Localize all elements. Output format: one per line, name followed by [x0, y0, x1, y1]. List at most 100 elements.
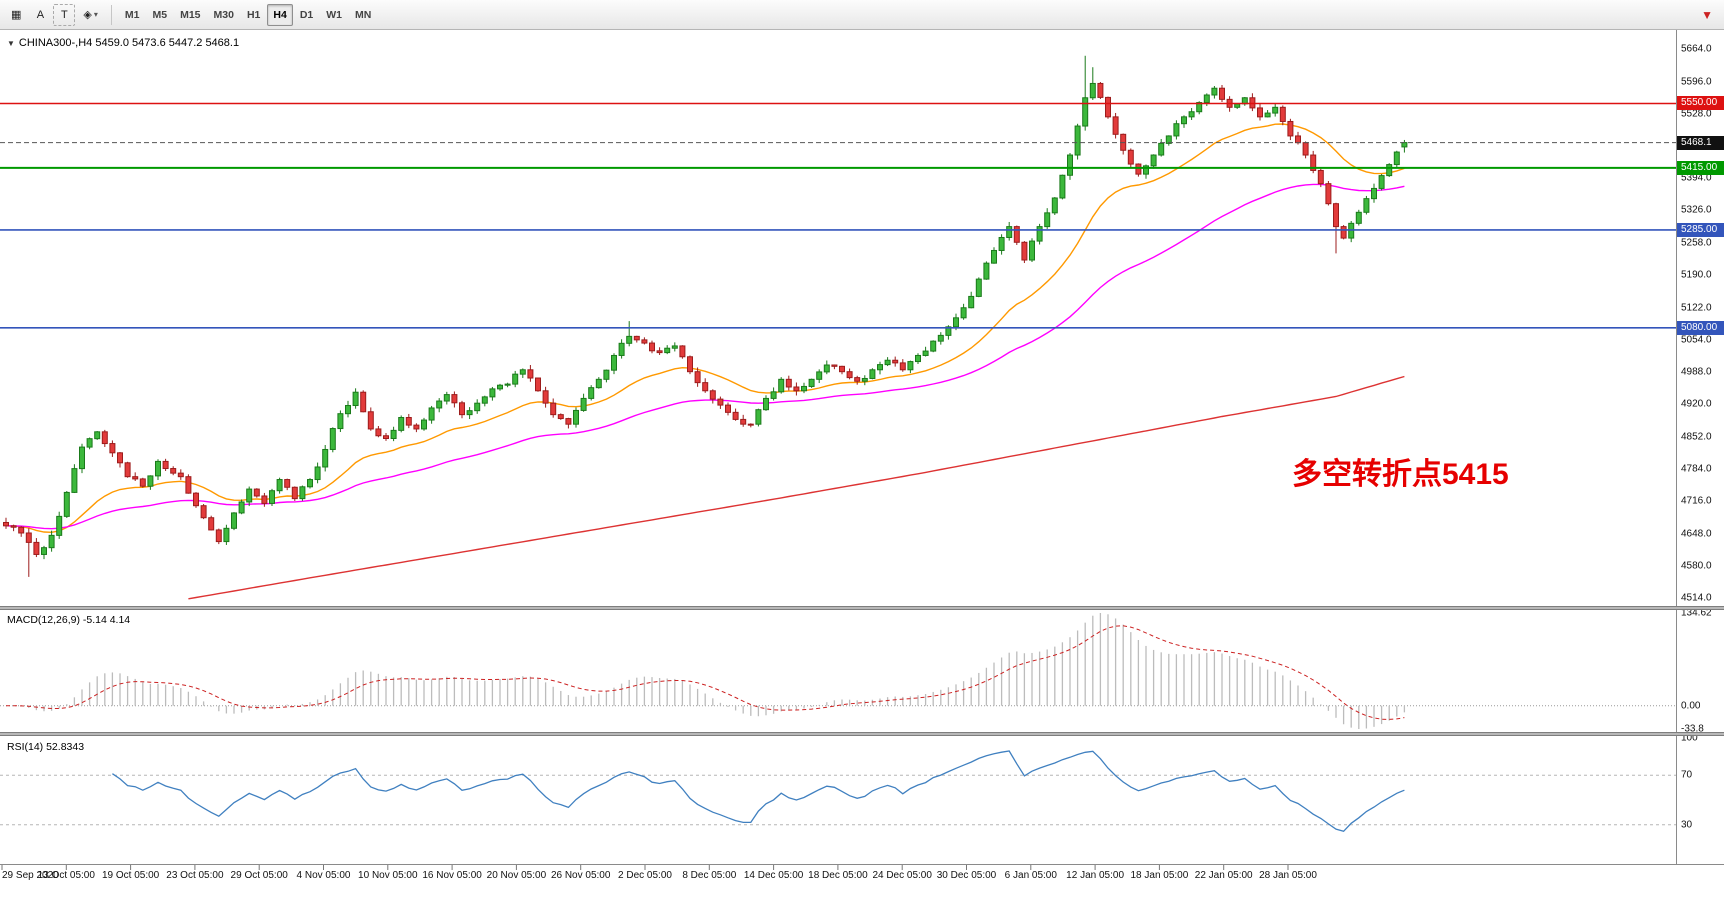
candle-body	[846, 371, 853, 379]
candle-body	[193, 492, 199, 507]
candle-body	[504, 383, 511, 386]
candle-body	[367, 411, 374, 430]
candle-body	[763, 397, 769, 411]
candle-body	[945, 326, 952, 336]
chart-title-text: CHINA300-,H4 5459.0 5473.6 5447.2 5468.1	[18, 37, 240, 49]
candle-body	[299, 486, 306, 500]
price-tick-label: 5664.0	[1681, 43, 1712, 55]
candle-body	[1112, 116, 1119, 135]
chart-title-collapse-icon[interactable]: ▼	[7, 38, 15, 48]
candle-body	[679, 345, 686, 358]
time-label: 19 Oct 05:00	[101, 870, 160, 881]
candle-body	[755, 409, 762, 425]
candle-body	[664, 347, 671, 354]
candle-body	[1158, 142, 1165, 156]
candle-body	[466, 410, 473, 416]
candle-body	[1287, 120, 1294, 137]
candle-body	[960, 307, 967, 319]
tool-shapes-tool[interactable]: ◈ ▾	[83, 9, 98, 21]
candle-body	[1257, 107, 1263, 118]
candle-body	[801, 385, 807, 392]
timeframe-mn[interactable]: MN	[355, 8, 372, 21]
candle-body	[489, 388, 496, 398]
candle-body	[1074, 125, 1081, 156]
candle-body	[390, 429, 397, 439]
candle-body	[101, 431, 108, 445]
candle-body	[56, 515, 63, 536]
candle-body	[877, 364, 883, 371]
candle-body	[626, 335, 633, 344]
panel-splitter-macd[interactable]	[0, 606, 1724, 610]
timeframe-m1[interactable]: M1	[124, 8, 140, 21]
toolbar-corner-icon[interactable]: ▼	[1695, 8, 1719, 22]
rsi-axis-label: 70	[1681, 769, 1693, 781]
candle-body	[1044, 212, 1051, 228]
candle-body	[329, 428, 336, 450]
time-label: 23 Oct 05:00	[166, 870, 224, 881]
time-label: 10 Nov 05:00	[358, 870, 418, 881]
candle-body	[1181, 116, 1187, 125]
time-label: 22 Jan 05:00	[1194, 870, 1253, 881]
candle-body	[816, 371, 823, 380]
price-tick-label: 4784.0	[1681, 463, 1712, 475]
candle-body	[1355, 211, 1362, 224]
candle-body	[991, 249, 997, 264]
candle-body	[953, 317, 959, 328]
candle-body	[1006, 226, 1013, 238]
candle-body	[1135, 163, 1142, 175]
time-label: 4 Nov 05:00	[296, 870, 351, 881]
candle-body	[25, 532, 32, 543]
candle-body	[71, 468, 78, 493]
price-badge-5080.00: 5080.00	[1677, 320, 1724, 335]
time-label: 8 Dec 05:00	[682, 870, 737, 881]
candle-body	[1340, 226, 1347, 239]
candle-body	[246, 488, 253, 503]
candle-body	[975, 278, 982, 297]
candle-body	[671, 345, 678, 349]
tool-text-a-tool[interactable]: A	[36, 8, 45, 21]
macd-axis-label: -33.8	[1681, 723, 1704, 735]
price-tick-label: 4716.0	[1681, 495, 1712, 507]
chart-title: ▼ CHINA300-,H4 5459.0 5473.6 5447.2 5468…	[7, 37, 239, 49]
price-badge-5415.00: 5415.00	[1677, 160, 1724, 175]
timeframe-d1[interactable]: D1	[299, 8, 314, 21]
candle-body	[291, 486, 298, 500]
candle-body	[451, 394, 458, 404]
candle-body	[1150, 154, 1157, 167]
panel-splitter-rsi[interactable]	[0, 732, 1724, 736]
candle-body	[527, 369, 534, 379]
macd-signal-line	[6, 625, 1405, 720]
tool-text-t-tool[interactable]: T	[53, 3, 76, 26]
candle-body	[725, 404, 731, 413]
candle-body	[907, 361, 914, 371]
candle-body	[63, 491, 70, 517]
candle-body	[223, 527, 230, 543]
timeframe-h1[interactable]: H1	[246, 8, 261, 21]
candle-body	[1401, 142, 1408, 148]
candle-body	[694, 371, 701, 384]
candle-body	[1021, 241, 1028, 261]
candle-body	[785, 378, 792, 388]
candle-body	[565, 418, 572, 425]
annotation-text-object[interactable]: 多空转折点5415	[1292, 458, 1509, 491]
candle-body	[930, 340, 937, 352]
candle-body	[79, 446, 85, 470]
timeframe-m30[interactable]: M30	[213, 8, 234, 21]
candle-body	[1067, 154, 1073, 176]
time-axis[interactable]: 29 Sep 2020 13 Oct 05:00 19 Oct 05:00 23 Oc…	[0, 868, 1724, 892]
macd-axis-label: 0.00	[1681, 700, 1701, 712]
candle-body	[352, 391, 359, 407]
tool-grid-tool[interactable]: ▦	[11, 9, 22, 21]
time-label: 12 Jan 05:00	[1066, 870, 1125, 881]
timeframe-m15[interactable]: M15	[180, 8, 201, 21]
timeframe-w1[interactable]: W1	[326, 8, 343, 21]
candle-body	[261, 495, 268, 504]
candle-body	[215, 529, 222, 543]
timeframe-h4[interactable]: H4	[267, 3, 293, 26]
timeframe-m5[interactable]: M5	[152, 8, 168, 21]
candle-body	[1234, 103, 1241, 108]
candle-body	[1264, 112, 1271, 118]
candle-body	[588, 387, 595, 399]
candle-body	[276, 479, 283, 492]
